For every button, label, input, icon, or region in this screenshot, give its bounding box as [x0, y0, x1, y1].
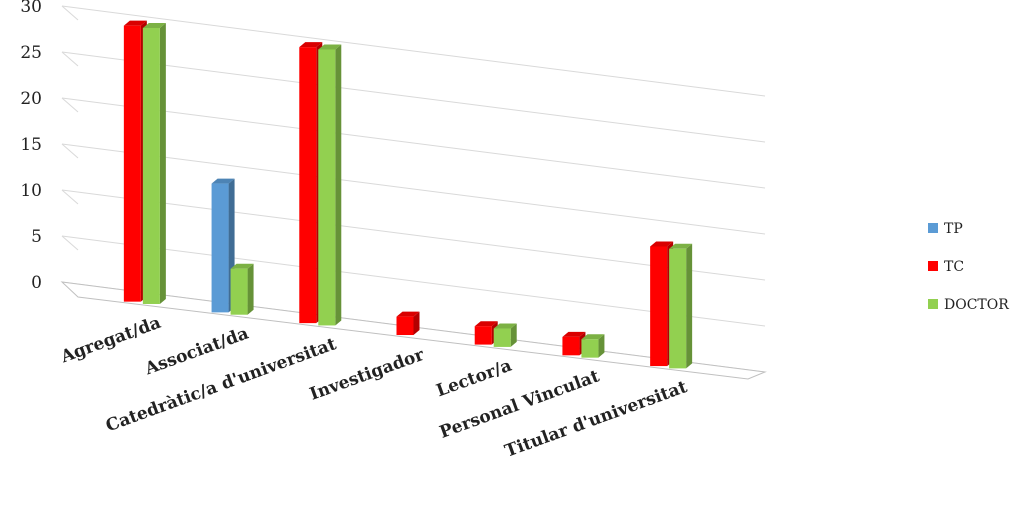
- y-tick-label: 10: [20, 181, 42, 201]
- bar: [669, 243, 693, 369]
- bar-side: [335, 44, 342, 326]
- bar-top: [650, 241, 674, 247]
- bars: [123, 20, 693, 369]
- bar-side: [413, 311, 420, 336]
- bar-side: [510, 323, 517, 347]
- bar-front: [299, 47, 317, 324]
- bar-front: [474, 326, 492, 345]
- legend-item: TC: [928, 259, 964, 275]
- gridline: [61, 51, 766, 143]
- bar-top: [669, 243, 693, 249]
- bar-top: [581, 334, 605, 340]
- bar: [142, 22, 166, 304]
- y-tick-label: 5: [31, 227, 42, 247]
- bar-top: [299, 42, 323, 48]
- gridline-depth: [61, 51, 79, 67]
- legend-item: TP: [928, 221, 963, 237]
- bar: [493, 323, 517, 347]
- gridline-depth: [61, 189, 79, 205]
- bar-front: [142, 27, 160, 304]
- bar-front: [493, 328, 511, 347]
- bar-front: [123, 25, 141, 302]
- legend-label: TP: [944, 221, 963, 237]
- legend-label: TC: [944, 259, 964, 275]
- bar-front: [669, 248, 687, 369]
- legend-swatch: [928, 261, 938, 271]
- legend-label: DOCTOR: [944, 297, 1009, 313]
- bar-top: [211, 178, 235, 184]
- legend: TP TC DOCTOR: [928, 221, 1009, 313]
- bar: [230, 263, 254, 315]
- bar-top: [474, 321, 498, 327]
- bar-front: [318, 49, 336, 326]
- bar-top: [230, 263, 254, 269]
- gridline: [61, 143, 766, 235]
- bar-front: [230, 268, 248, 315]
- bar-top: [396, 311, 420, 317]
- y-tick-label: 20: [20, 89, 42, 109]
- bar-front: [211, 183, 229, 313]
- bar-top: [318, 44, 342, 50]
- bar-front: [562, 336, 580, 356]
- y-tick-label: 0: [31, 273, 42, 293]
- gridline-depth: [61, 97, 79, 113]
- y-tick-label: 25: [20, 43, 42, 63]
- gridline-depth: [61, 235, 79, 251]
- legend-swatch: [928, 223, 938, 233]
- y-tick-label: 15: [20, 135, 42, 155]
- gridline-depth: [61, 143, 79, 159]
- bar: [396, 311, 420, 336]
- bar-front: [581, 339, 599, 358]
- bar-top: [562, 331, 586, 337]
- y-tick-label: 30: [20, 0, 42, 17]
- y-axis-ticks: 0 5 10 15 20 25 30: [20, 0, 42, 293]
- bar-front: [396, 316, 414, 336]
- bar: [318, 44, 342, 326]
- bar-top: [123, 20, 147, 26]
- gridline: [61, 189, 766, 281]
- bar-side: [247, 263, 254, 315]
- bar-top: [493, 323, 517, 329]
- x-tick-label: Lector/a: [434, 356, 515, 402]
- bar: [581, 334, 605, 358]
- gridline: [61, 235, 766, 327]
- gridline: [61, 5, 766, 97]
- bar-side: [686, 243, 693, 369]
- bar-side: [159, 22, 166, 304]
- bar-top: [142, 22, 166, 28]
- bar-front: [650, 246, 668, 367]
- legend-swatch: [928, 299, 938, 309]
- gridline: [61, 97, 766, 189]
- bar-side: [598, 334, 605, 358]
- legend-item: DOCTOR: [928, 297, 1009, 313]
- gridline-depth: [61, 5, 79, 21]
